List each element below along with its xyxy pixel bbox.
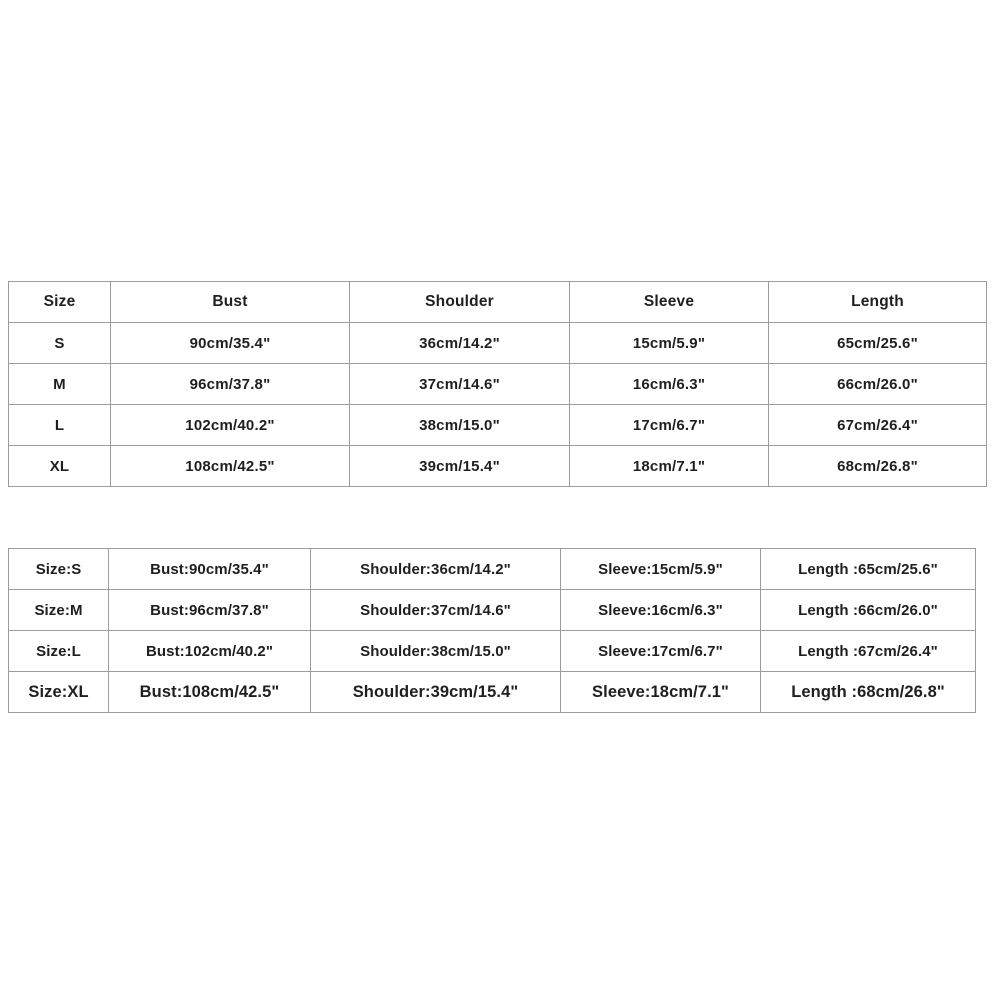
cell-length: 67cm/26.4"	[768, 404, 987, 446]
cell-shoulder: 39cm/15.4"	[349, 445, 570, 487]
cell-sleeve: 16cm/6.3"	[569, 363, 769, 405]
cell-bust: 96cm/37.8"	[110, 363, 350, 405]
cell-length: 68cm/26.8"	[768, 445, 987, 487]
cell-shoulder-labelled: Shoulder:36cm/14.2"	[310, 548, 561, 590]
table-row: L 102cm/40.2" 38cm/15.0" 17cm/6.7" 67cm/…	[8, 404, 987, 446]
cell-length-labelled: Length :66cm/26.0"	[760, 589, 976, 631]
cell-size-labelled: Size:L	[8, 630, 109, 672]
cell-size-labelled: Size:S	[8, 548, 109, 590]
cell-length-labelled: Length :65cm/25.6"	[760, 548, 976, 590]
size-chart-body: S 90cm/35.4" 36cm/14.2" 15cm/5.9" 65cm/2…	[8, 322, 987, 487]
table-row: S 90cm/35.4" 36cm/14.2" 15cm/5.9" 65cm/2…	[8, 322, 987, 364]
table-row: Size:M Bust:96cm/37.8" Shoulder:37cm/14.…	[8, 589, 976, 631]
cell-size: M	[8, 363, 111, 405]
cell-bust-labelled: Bust:108cm/42.5"	[108, 671, 311, 713]
cell-size-labelled: Size:XL	[8, 671, 109, 713]
cell-length-labelled: Length :67cm/26.4"	[760, 630, 976, 672]
cell-shoulder-labelled: Shoulder:39cm/15.4"	[310, 671, 561, 713]
column-header-size: Size	[8, 281, 111, 323]
size-chart-header: Size Bust Shoulder Sleeve Length	[8, 281, 987, 323]
cell-size: S	[8, 322, 111, 364]
cell-sleeve: 15cm/5.9"	[569, 322, 769, 364]
cell-size-labelled: Size:M	[8, 589, 109, 631]
cell-sleeve-labelled: Sleeve:18cm/7.1"	[560, 671, 761, 713]
column-header-sleeve: Sleeve	[569, 281, 769, 323]
cell-sleeve: 17cm/6.7"	[569, 404, 769, 446]
cell-size: XL	[8, 445, 111, 487]
cell-bust-labelled: Bust:102cm/40.2"	[108, 630, 311, 672]
cell-bust: 90cm/35.4"	[110, 322, 350, 364]
cell-sleeve-labelled: Sleeve:16cm/6.3"	[560, 589, 761, 631]
table-row: Size:S Bust:90cm/35.4" Shoulder:36cm/14.…	[8, 548, 976, 590]
column-header-length: Length	[768, 281, 987, 323]
cell-length-labelled: Length :68cm/26.8"	[760, 671, 976, 713]
column-header-shoulder: Shoulder	[349, 281, 570, 323]
size-chart-labelled-body: Size:S Bust:90cm/35.4" Shoulder:36cm/14.…	[8, 548, 976, 713]
cell-shoulder-labelled: Shoulder:37cm/14.6"	[310, 589, 561, 631]
cell-bust-labelled: Bust:96cm/37.8"	[108, 589, 311, 631]
cell-shoulder-labelled: Shoulder:38cm/15.0"	[310, 630, 561, 672]
cell-length: 66cm/26.0"	[768, 363, 987, 405]
cell-sleeve-labelled: Sleeve:17cm/6.7"	[560, 630, 761, 672]
table-header-row: Size Bust Shoulder Sleeve Length	[8, 281, 987, 323]
cell-length: 65cm/25.6"	[768, 322, 987, 364]
cell-shoulder: 37cm/14.6"	[349, 363, 570, 405]
table-row: Size:XL Bust:108cm/42.5" Shoulder:39cm/1…	[8, 671, 976, 713]
cell-bust: 108cm/42.5"	[110, 445, 350, 487]
cell-bust-labelled: Bust:90cm/35.4"	[108, 548, 311, 590]
cell-shoulder: 36cm/14.2"	[349, 322, 570, 364]
size-chart-table: Size Bust Shoulder Sleeve Length S 90cm/…	[8, 281, 987, 487]
table-row: Size:L Bust:102cm/40.2" Shoulder:38cm/15…	[8, 630, 976, 672]
cell-bust: 102cm/40.2"	[110, 404, 350, 446]
cell-sleeve-labelled: Sleeve:15cm/5.9"	[560, 548, 761, 590]
cell-sleeve: 18cm/7.1"	[569, 445, 769, 487]
cell-size: L	[8, 404, 111, 446]
column-header-bust: Bust	[110, 281, 350, 323]
table-row: M 96cm/37.8" 37cm/14.6" 16cm/6.3" 66cm/2…	[8, 363, 987, 405]
cell-shoulder: 38cm/15.0"	[349, 404, 570, 446]
size-chart-labelled-table: Size:S Bust:90cm/35.4" Shoulder:36cm/14.…	[8, 548, 976, 713]
table-row: XL 108cm/42.5" 39cm/15.4" 18cm/7.1" 68cm…	[8, 445, 987, 487]
